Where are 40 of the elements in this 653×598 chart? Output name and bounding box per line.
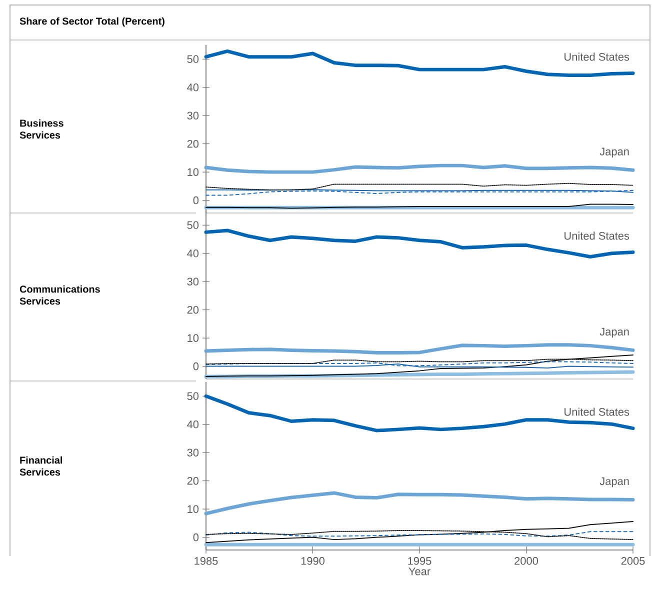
series-label: United States (564, 232, 630, 240)
series-label: United States (564, 52, 630, 61)
x-tick-label: 1990 (301, 557, 324, 565)
x-tick-label: 1985 (194, 557, 218, 565)
series-label: Japan (600, 328, 629, 338)
text: Share of Sector Total (Percent) (20, 17, 164, 27)
y-tick-label: 40 (187, 249, 199, 258)
line-series (206, 354, 634, 377)
y-tick-label: 50 (187, 221, 199, 229)
series-label: United States (564, 408, 630, 416)
y-tick-label: 10 (188, 168, 199, 176)
line-series (206, 530, 634, 540)
line-series (204, 491, 635, 516)
y-tick-label: 50 (187, 55, 199, 63)
y-tick-label: 10 (188, 505, 199, 513)
y-tick-label: 20 (187, 140, 199, 148)
y-axis-title: Financial Services (20, 456, 62, 476)
line-series (204, 343, 635, 354)
x-tick-label: 2000 (514, 557, 538, 565)
y-tick-label: 20 (187, 306, 199, 314)
y-tick-label: 40 (187, 83, 199, 92)
x-axis-title: Year (408, 568, 430, 576)
series-label: Japan (600, 477, 629, 488)
y-tick-label: 0 (193, 533, 199, 542)
y-tick-label: 40 (187, 420, 199, 428)
y-tick-label: 30 (187, 278, 199, 286)
y-tick-label: 20 (187, 476, 199, 485)
x-tick-label: 2005 (621, 557, 645, 565)
x-tick-label: 1995 (408, 557, 432, 565)
line-series (204, 228, 635, 258)
y-tick-label: 0 (193, 196, 199, 204)
series-label: Japan (600, 148, 629, 158)
y-tick-label: 30 (187, 112, 199, 120)
y-axis-title: Communications Services (20, 285, 100, 305)
y-tick-label: 50 (187, 392, 199, 400)
y-tick-label: 0 (193, 362, 199, 370)
y-axis-title: Business Services (20, 119, 64, 139)
line-series (204, 394, 635, 432)
y-tick-label: 30 (187, 448, 199, 456)
y-tick-label: 10 (188, 334, 199, 342)
